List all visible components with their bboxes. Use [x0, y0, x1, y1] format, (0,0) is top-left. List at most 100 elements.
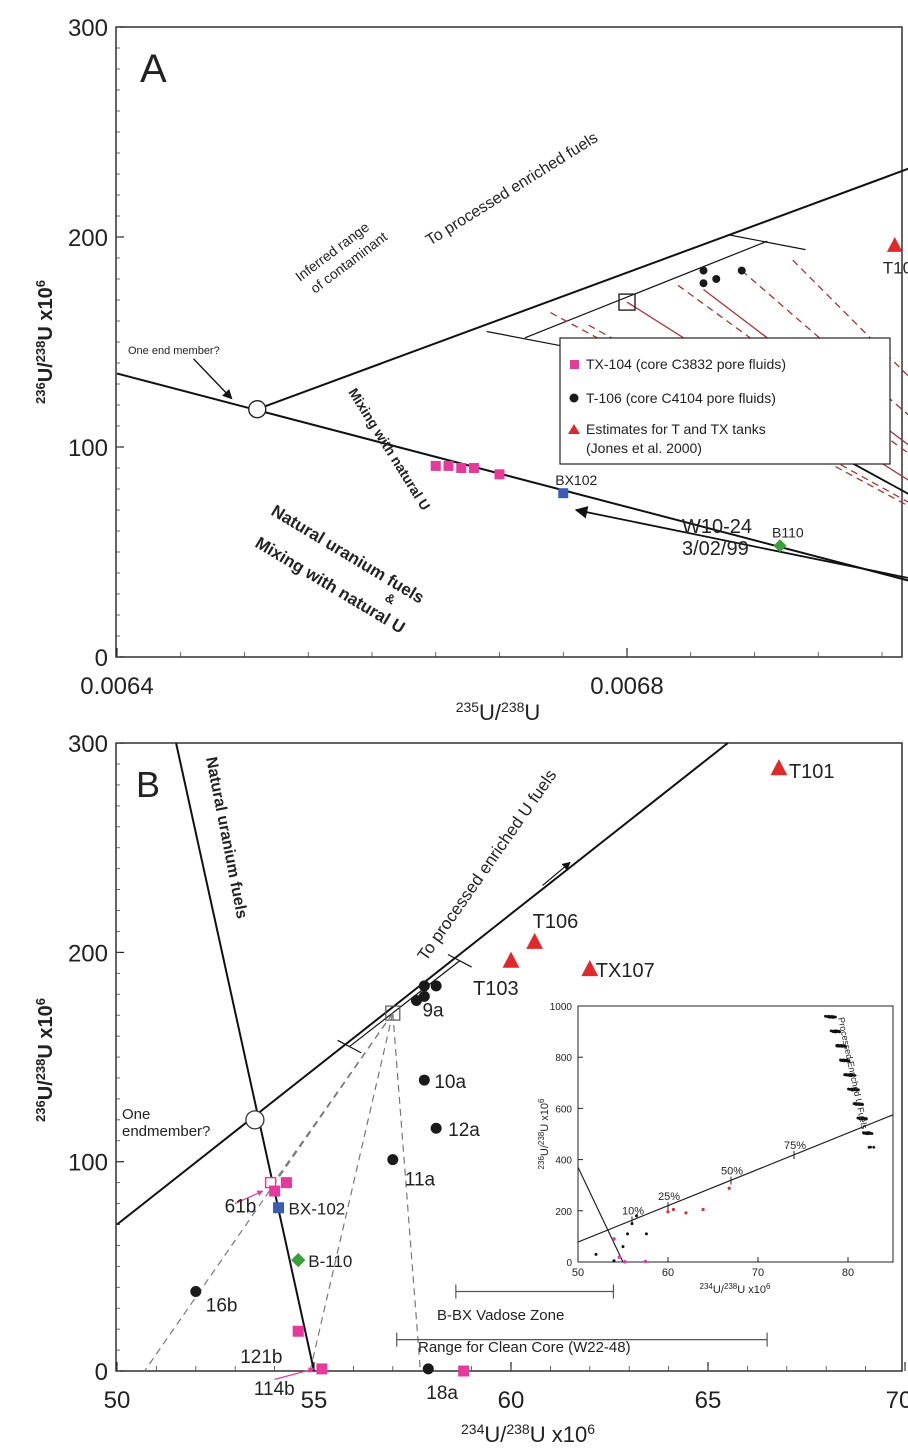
- one-end-member-open-circle: [248, 400, 267, 419]
- panel-a-triangle-point: [886, 236, 903, 252]
- legend-estimates-triangle-icon: [568, 424, 580, 434]
- panel-b-circle-point: [430, 980, 442, 992]
- inset-processed-fuel-point: [854, 1103, 858, 1106]
- inset-processed-fuel-point: [843, 1045, 847, 1048]
- inset-processed-fuel-point: [853, 1074, 857, 1077]
- panel-b-bx-102-point: [273, 1202, 285, 1214]
- inset-y-tick-label: 800: [555, 1053, 572, 1064]
- inset-x-tick-label: 80: [842, 1267, 854, 1279]
- inset-processed-fuel-point: [848, 1074, 852, 1077]
- panel-b-dashed-mixing-line: [392, 1013, 421, 1372]
- legend-tx104-square-icon: [570, 360, 579, 369]
- panel-b-y-tick-label: 300: [68, 731, 108, 758]
- inset-sample-point: [621, 1245, 625, 1249]
- inset-y-tick-label: 0: [566, 1258, 572, 1269]
- inferred-range-bracket: [524, 240, 768, 339]
- inferred-range-bracket-end-b: [447, 953, 472, 968]
- panel-b-point-label: T101: [789, 761, 835, 783]
- panel-a-circle-point: [737, 266, 746, 275]
- panel-a-y-tick-label: 200: [68, 225, 108, 252]
- contaminant-end-member-open-square: [618, 293, 636, 311]
- panel-a-bx102-label: BX102: [555, 472, 597, 488]
- panel-b-x-tick-label: 60: [498, 1387, 525, 1414]
- label-114b-pointer: [274, 1367, 315, 1380]
- panel-b-square-point: [316, 1363, 328, 1375]
- inset-processed-fuel-point: [850, 1088, 854, 1092]
- legend-estimates-label-1: Estimates for T and TX tanks: [586, 421, 766, 437]
- inset-data-marks: 10% 25% 50% 75%: [577, 1014, 894, 1264]
- inset-x-tick-label: 50: [572, 1267, 584, 1279]
- enriched-fuel-line: [256, 167, 908, 411]
- panel-b-square-point: [458, 1365, 470, 1377]
- inset-estimate-point: [701, 1207, 705, 1212]
- panel-b-b-110-point: [291, 1252, 306, 1268]
- inset-processed-fuel-point: [827, 1015, 831, 1019]
- inset-sample-point: [630, 1222, 634, 1226]
- panel-a-square-point: [456, 463, 467, 473]
- panel-a-label: A: [140, 47, 167, 91]
- inset-processed-fuel-point: [861, 1103, 864, 1107]
- inset-processed-fuel-point: [846, 1059, 849, 1063]
- panel-b-point-label: 121b: [240, 1347, 282, 1368]
- contaminant-mixing-line-dashed: [741, 270, 908, 416]
- panel-b-point-label: 11a: [405, 1170, 436, 1191]
- panel-b-point-label: 12a: [448, 1120, 480, 1141]
- panel-b-x-tick-label: 65: [695, 1387, 722, 1414]
- inferred-range-bracket-end: [486, 330, 564, 347]
- panel-a-x-axis-label: 235U/238U: [456, 699, 541, 725]
- inset-processed-fuel-point: [837, 1044, 841, 1048]
- panel-a-bx102-point: [558, 488, 569, 499]
- panel-a-circle-point: [712, 275, 721, 283]
- one-endmember-label-2: endmember?: [122, 1123, 210, 1140]
- panel-b-triangle-point: [581, 960, 599, 977]
- inset-line-mark-label: 25%: [658, 1191, 680, 1203]
- panel-b-circle-point: [430, 1122, 442, 1134]
- legend-tx104-label: TX-104 (core C3832 pore fluids): [586, 356, 786, 372]
- ampersand-label: &: [382, 590, 398, 608]
- panel-b-triangle-point: [526, 932, 544, 949]
- panel-b-x-tick-label: 50: [104, 1387, 131, 1414]
- panel-b-triangle-point: [770, 759, 788, 776]
- inset-sample-point: [626, 1232, 629, 1236]
- inferred-range-bracket-b: [349, 960, 461, 1048]
- inset-processed-fuel-point: [842, 1059, 846, 1063]
- inset-sample-point: [594, 1252, 598, 1256]
- panel-a-y-tick-label: 0: [95, 645, 108, 672]
- panel-b-circle-point: [422, 1363, 434, 1375]
- panel-b-circle-point: [418, 990, 430, 1002]
- w10-24-label: W10-24: [682, 516, 752, 538]
- inset-estimate-point: [671, 1207, 676, 1212]
- clean-core-label: Range for Clean Core (W22-48): [418, 1339, 631, 1356]
- w10-24-date-label: 3/02/99: [682, 538, 749, 560]
- panel-b-bx-102-label: BX-102: [289, 1200, 346, 1219]
- panel-a-b110-label: B110: [772, 525, 804, 541]
- inset-x-axis-label: 234U/238U x106: [700, 1282, 771, 1296]
- inset-processed-fuel-point: [872, 1145, 876, 1149]
- panel-a-legend: TX-104 (core C3832 pore fluids) T-106 (c…: [559, 337, 891, 465]
- mixing-natural-u-label-a: Mixing with natural U: [345, 385, 433, 513]
- inset-y-tick-label: 200: [555, 1207, 572, 1218]
- inset-tx104-point: [623, 1259, 627, 1264]
- to-processed-fuels-label: To processed enriched fuels: [423, 129, 601, 249]
- inset-y-axis-label: 236U/238U x106: [537, 1098, 551, 1169]
- panel-b-x-tick-label: 55: [301, 1387, 328, 1414]
- inset-x-tick-label: 60: [662, 1267, 674, 1279]
- inset-y-tick-label: 1000: [550, 1002, 573, 1013]
- panel-b-circle-point: [418, 980, 430, 992]
- panel-b-x-axis-label: 234U/238U x106: [461, 1421, 595, 1447]
- panel-b-axis-ticks: 50 55 60 65 70 0 100 200 300: [68, 731, 908, 1414]
- panel-b-point-label: 9a: [422, 1001, 444, 1022]
- panel-b-dashed-mixing-line: [309, 1012, 394, 1372]
- inset-estimate-point: [666, 1210, 670, 1214]
- inset-sample-point: [635, 1214, 638, 1218]
- inset-processed-fuel-point: [860, 1117, 864, 1121]
- panel-a-square-point: [494, 469, 505, 480]
- panel-b-point-label: T103: [473, 978, 519, 1000]
- panel-b-y-tick-label: 200: [68, 940, 108, 967]
- end-member-pointer: [192, 358, 233, 400]
- inset-processed-fuel-point: [855, 1088, 859, 1092]
- panel-a-x-tick-label: 0.0068: [590, 673, 663, 700]
